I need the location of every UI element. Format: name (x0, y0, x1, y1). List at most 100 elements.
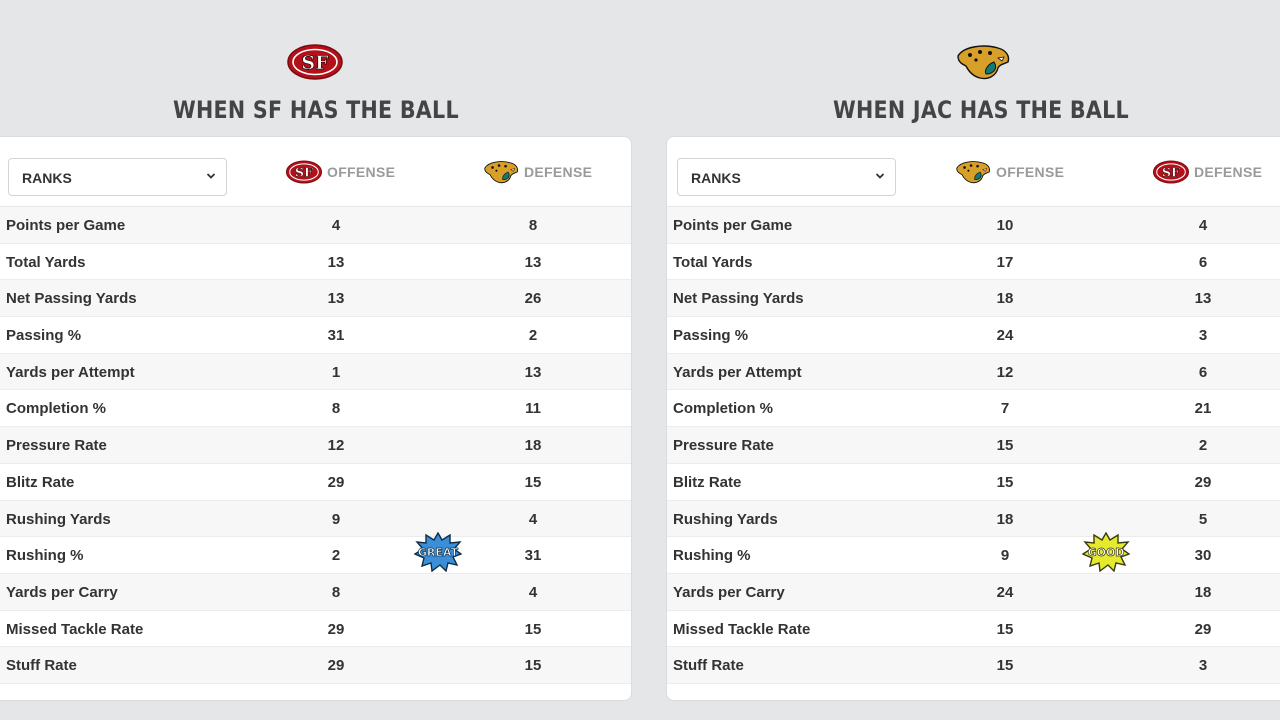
defense-rank: 29 (1194, 473, 1212, 491)
good-badge-icon: GOOD (1082, 532, 1130, 572)
panel-heading: WHEN JAC HAS THE BALL (833, 96, 1129, 124)
defense-rank: 21 (1194, 400, 1212, 418)
table-row: Missed Tackle Rate 29 15 (0, 611, 631, 648)
offense-column-header: OFFENSE (954, 159, 1064, 185)
offense-rank: 12 (996, 363, 1014, 381)
ranks-dropdown[interactable]: RANKS (677, 158, 896, 196)
table-row: Net Passing Yards 13 26 (0, 280, 631, 318)
table-row: Yards per Carry 24 18 (667, 573, 1280, 611)
stat-label: Passing % (6, 327, 82, 345)
defense-rank: 15 (524, 657, 542, 675)
table-row: Passing % 31 2 (0, 317, 631, 354)
defense-rank: 31 (524, 547, 542, 565)
stat-label: Blitz Rate (6, 473, 75, 491)
svg-text:SF: SF (1162, 165, 1180, 180)
defense-rank: 18 (524, 437, 542, 455)
stat-label: Yards per Carry (6, 583, 118, 601)
offense-rank: 7 (1000, 400, 1010, 418)
stat-label: Points per Game (6, 217, 126, 234)
table-row: Pressure Rate 12 18 (0, 427, 631, 464)
ranks-dropdown-value: RANKS (22, 170, 72, 186)
ranks-dropdown[interactable]: RANKS (8, 158, 227, 196)
table-row: Points per Game 4 8 (0, 207, 631, 244)
defense-rank: 4 (1198, 217, 1208, 234)
table-row: Missed Tackle Rate 15 29 (667, 611, 1280, 648)
table-row: Total Yards 13 13 (0, 244, 631, 281)
stat-label: Points per Game (673, 217, 793, 234)
ranks-dropdown-value: RANKS (691, 170, 741, 186)
table-row: Total Yards 17 6 (667, 244, 1280, 281)
defense-rank: 18 (1194, 583, 1212, 601)
defense-rank: 30 (1194, 547, 1212, 565)
great-badge-text: GREAT (418, 546, 459, 559)
stat-label: Rushing % (673, 547, 751, 565)
offense-rank: 8 (331, 583, 341, 601)
offense-rank: 9 (1000, 547, 1010, 565)
offense-rank: 15 (996, 473, 1014, 491)
stat-label: Yards per Attempt (673, 363, 802, 381)
defense-rank: 8 (528, 217, 538, 234)
stat-label: Total Yards (673, 253, 753, 271)
table-row: Yards per Attempt 1 13 (0, 353, 631, 391)
svg-text:SF: SF (301, 52, 329, 74)
offense-column-header: SF OFFENSE (285, 159, 395, 185)
table-row: Rushing % 9 30 (667, 537, 1280, 574)
offense-rank: 24 (996, 583, 1014, 601)
offense-rank: 2 (331, 547, 341, 565)
offense-label: OFFENSE (327, 164, 396, 180)
offense-rank: 29 (327, 657, 345, 675)
table-row: Completion % 8 11 (0, 390, 631, 428)
defense-rank: 6 (1198, 253, 1208, 271)
sf-offense-panel: SF WHEN SF HAS THE BALL RANKS SF OFFENSE (0, 44, 632, 701)
stats-table: Points per Game 10 4 Total Yards 17 6 Net Pass… (667, 207, 1280, 684)
offense-rank: 1 (331, 363, 341, 381)
stat-label: Net Passing Yards (6, 290, 137, 308)
defense-label: DEFENSE (524, 164, 593, 180)
defense-rank: 4 (528, 510, 538, 528)
defense-rank: 13 (524, 253, 542, 271)
table-row: Yards per Attempt 12 6 (667, 353, 1280, 391)
offense-rank: 15 (996, 620, 1014, 638)
stat-label: Completion % (6, 400, 106, 418)
offense-rank: 13 (327, 253, 345, 271)
offense-rank: 17 (996, 253, 1014, 271)
defense-rank: 4 (528, 583, 538, 601)
sf-49ers-logo-icon: SF (287, 44, 343, 80)
stats-card: RANKS SF OFFENSE (0, 136, 632, 701)
table-row: Rushing % 2 31 (0, 537, 631, 574)
stat-label: Rushing Yards (6, 510, 111, 528)
table-row: Passing % 24 3 (667, 317, 1280, 354)
defense-rank: 15 (524, 473, 542, 491)
table-row: Stuff Rate 29 15 (0, 647, 631, 684)
jaguars-logo-icon (484, 161, 519, 184)
defense-rank: 26 (524, 290, 542, 308)
stat-label: Net Passing Yards (673, 290, 804, 308)
offense-rank: 24 (996, 327, 1014, 345)
great-badge-icon: GREAT (414, 532, 462, 572)
chevron-down-icon (206, 173, 216, 179)
table-row: Completion % 7 21 (667, 390, 1280, 428)
defense-rank: 29 (1194, 620, 1212, 638)
offense-rank: 29 (327, 620, 345, 638)
offense-rank: 13 (327, 290, 345, 308)
stat-label: Pressure Rate (6, 437, 107, 455)
table-row: Net Passing Yards 18 13 (667, 280, 1280, 318)
offense-rank: 29 (327, 473, 345, 491)
stat-label: Rushing % (6, 547, 84, 565)
offense-label: OFFENSE (996, 164, 1065, 180)
stats-table: Points per Game 4 8 Total Yards 13 13 Net Pass… (0, 207, 631, 684)
defense-column-header: DEFENSE (482, 159, 592, 185)
defense-rank: 2 (528, 327, 538, 345)
table-row: Rushing Yards 18 5 (667, 500, 1280, 538)
table-row: Pressure Rate 15 2 (667, 427, 1280, 464)
stat-label: Missed Tackle Rate (673, 620, 811, 638)
good-badge-text: GOOD (1088, 546, 1125, 559)
table-row: Rushing Yards 9 4 (0, 500, 631, 538)
defense-rank: 11 (525, 400, 541, 418)
offense-rank: 10 (996, 217, 1014, 234)
stat-label: Missed Tackle Rate (6, 620, 144, 638)
defense-column-header: SF DEFENSE (1152, 159, 1262, 185)
stats-card: RANKS OFFENSE SF (666, 136, 1280, 701)
sf-49ers-logo-icon: SF (1152, 160, 1190, 184)
offense-rank: 18 (996, 510, 1014, 528)
